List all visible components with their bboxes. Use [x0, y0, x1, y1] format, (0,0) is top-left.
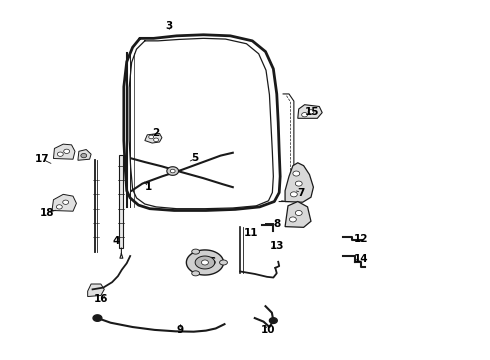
Text: 8: 8 — [273, 219, 281, 229]
Text: 4: 4 — [113, 236, 120, 246]
Text: 12: 12 — [354, 234, 368, 244]
Polygon shape — [53, 144, 75, 159]
Polygon shape — [295, 181, 302, 186]
Polygon shape — [295, 211, 302, 216]
Polygon shape — [293, 171, 300, 176]
Polygon shape — [154, 138, 159, 141]
Polygon shape — [186, 250, 223, 275]
Polygon shape — [201, 260, 208, 265]
Text: 6: 6 — [208, 257, 216, 267]
Text: 17: 17 — [35, 154, 49, 164]
Text: 14: 14 — [354, 254, 368, 264]
Text: 13: 13 — [270, 241, 284, 251]
Polygon shape — [52, 194, 76, 211]
Polygon shape — [285, 163, 314, 202]
Text: 2: 2 — [152, 128, 159, 138]
Polygon shape — [220, 260, 227, 265]
Polygon shape — [149, 135, 154, 139]
Polygon shape — [88, 284, 104, 297]
Polygon shape — [285, 202, 311, 227]
Polygon shape — [63, 200, 69, 204]
Polygon shape — [291, 192, 297, 197]
Polygon shape — [64, 149, 70, 153]
Polygon shape — [192, 249, 199, 254]
Text: 3: 3 — [166, 21, 173, 31]
Text: 10: 10 — [261, 325, 276, 335]
Text: 11: 11 — [244, 228, 259, 238]
Polygon shape — [302, 113, 308, 117]
Polygon shape — [192, 271, 199, 276]
Polygon shape — [81, 153, 87, 158]
Polygon shape — [120, 155, 123, 248]
Polygon shape — [167, 167, 178, 175]
Polygon shape — [290, 217, 296, 222]
Polygon shape — [57, 152, 63, 156]
Polygon shape — [308, 110, 314, 114]
Text: 15: 15 — [305, 107, 319, 117]
Polygon shape — [298, 105, 322, 118]
Polygon shape — [170, 169, 175, 173]
Text: 18: 18 — [40, 208, 54, 218]
Polygon shape — [56, 205, 62, 209]
Text: 16: 16 — [94, 294, 108, 304]
Polygon shape — [270, 318, 277, 323]
Text: 1: 1 — [145, 182, 152, 192]
Text: 9: 9 — [177, 325, 184, 335]
Polygon shape — [195, 256, 215, 269]
Polygon shape — [93, 315, 102, 321]
Text: 7: 7 — [297, 188, 305, 198]
Polygon shape — [78, 149, 91, 160]
Text: 5: 5 — [192, 153, 199, 163]
Polygon shape — [145, 134, 162, 143]
